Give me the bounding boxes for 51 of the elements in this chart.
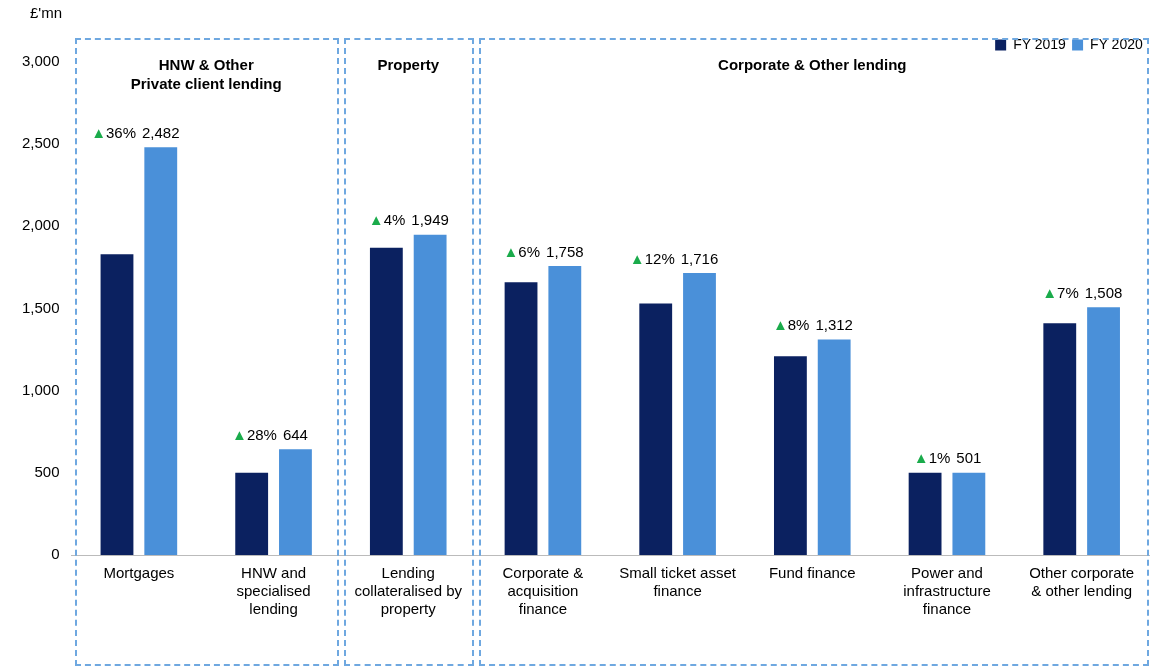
x-tick-label: Corporate & acquisition finance	[502, 564, 584, 618]
annotation: ▲1%	[913, 449, 951, 467]
data-label: 1,758	[546, 242, 584, 260]
bar	[413, 234, 447, 555]
bar	[1043, 323, 1077, 555]
x-tick-label: Power and infrastructure finance	[903, 564, 991, 618]
x-tick-label: Other corporate & other lending	[1029, 564, 1135, 600]
data-label: 1,508	[1084, 283, 1123, 301]
bar	[144, 147, 178, 555]
data-label: 1,716	[680, 249, 719, 267]
annotation: ▲12%	[629, 249, 675, 267]
data-label: 644	[282, 425, 308, 443]
annotation: ▲6%	[503, 242, 541, 260]
bar	[100, 254, 134, 555]
annotation: ▲8%	[772, 316, 810, 334]
data-label: 2,482	[141, 123, 180, 141]
annotation: HNW & Other Private client lending	[130, 55, 282, 92]
y-tick-label: 0	[51, 545, 60, 563]
bar	[639, 303, 673, 555]
y-tick-label: 3,000	[21, 52, 60, 70]
bar	[908, 472, 942, 555]
x-tick-label: Mortgages	[103, 564, 175, 582]
data-label: 1,312	[815, 316, 853, 334]
x-tick-label: Lending collateralised by property	[354, 564, 463, 618]
y-tick-label: 2,500	[21, 134, 60, 152]
bar	[504, 282, 538, 555]
bar	[773, 356, 807, 555]
bar	[279, 449, 312, 555]
bar	[369, 247, 403, 555]
x-tick-label: HNW and specialised lending	[236, 564, 311, 618]
data-label: 1,949	[411, 211, 449, 229]
annotation: ▲28%	[232, 425, 277, 443]
x-tick-label: Small ticket asset finance	[619, 564, 737, 600]
annotation: ▲36%	[91, 123, 136, 141]
bar	[683, 273, 716, 555]
y-tick-label: 2,000	[21, 216, 60, 234]
annotation: Corporate & Other lending	[718, 55, 907, 73]
bar	[1087, 307, 1120, 555]
x-tick-label: Fund finance	[768, 564, 856, 582]
bar	[817, 339, 851, 555]
bar	[548, 266, 582, 555]
y-tick-label: 1,000	[21, 380, 60, 398]
annotation: ▲7%	[1042, 283, 1079, 301]
bar	[952, 472, 986, 555]
annotation: ▲4%	[368, 211, 406, 229]
bar	[235, 472, 269, 555]
y-tick-label: 500	[34, 462, 60, 480]
annotation: Property	[377, 55, 440, 73]
y-tick-label: 1,500	[21, 298, 60, 316]
y-axis-title: £'mn	[30, 4, 63, 21]
data-label: 501	[956, 449, 982, 467]
